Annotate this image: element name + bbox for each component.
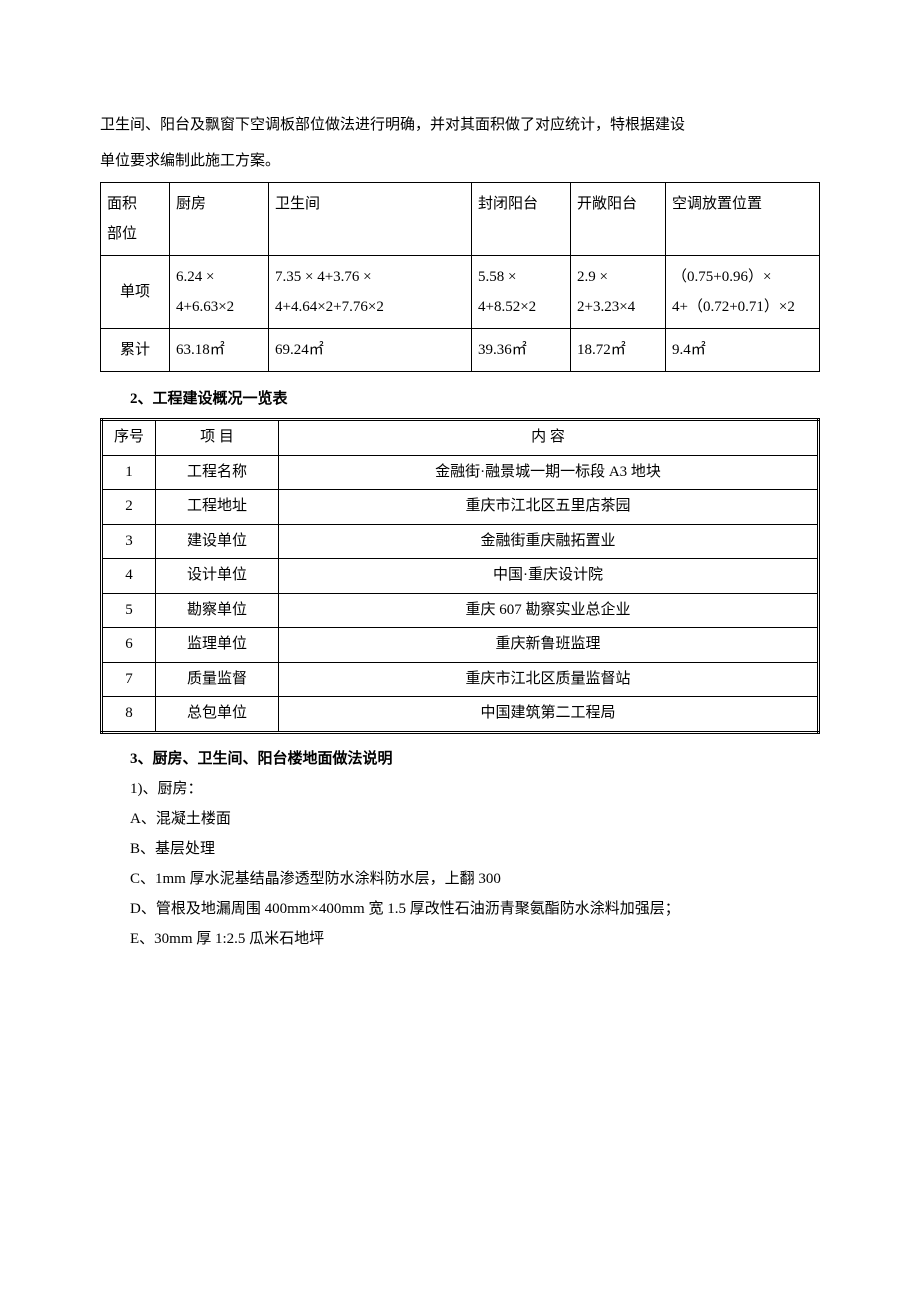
tbl2-proj: 工程地址 bbox=[156, 490, 279, 525]
tbl2-proj: 勘察单位 bbox=[156, 593, 279, 628]
header-col2: 卫生间 bbox=[269, 183, 472, 256]
table-row: 面积 部位 厨房 卫生间 封闭阳台 开敞阳台 空调放置位置 bbox=[101, 183, 820, 256]
section3-line: E、30mm 厚 1:2.5 瓜米石地坪 bbox=[130, 924, 820, 954]
tbl2-proj: 质量监督 bbox=[156, 662, 279, 697]
row2-label: 累计 bbox=[101, 329, 170, 372]
tbl2-h-seq: 序号 bbox=[102, 420, 156, 456]
tbl2-proj: 建设单位 bbox=[156, 524, 279, 559]
table-row: 6 监理单位 重庆新鲁班监理 bbox=[102, 628, 819, 663]
tbl2-h-content: 内 容 bbox=[279, 420, 819, 456]
tbl2-proj: 工程名称 bbox=[156, 455, 279, 490]
table-row: 3 建设单位 金融街重庆融拓置业 bbox=[102, 524, 819, 559]
header-col5: 空调放置位置 bbox=[666, 183, 820, 256]
row2-c3: 39.36㎡ bbox=[472, 329, 571, 372]
tbl2-content: 重庆市江北区质量监督站 bbox=[279, 662, 819, 697]
table-row: 4 设计单位 中国·重庆设计院 bbox=[102, 559, 819, 594]
header-rowlabel1: 面积 bbox=[107, 196, 137, 212]
section3-line: C、1mm 厚水泥基结晶渗透型防水涂料防水层，上翻 300 bbox=[130, 864, 820, 894]
row1-c2: 7.35 × 4+3.76 × 4+4.64×2+7.76×2 bbox=[269, 256, 472, 329]
table-row: 累计 63.18㎡ 69.24㎡ 39.36㎡ 18.72㎡ 9.4㎡ bbox=[101, 329, 820, 372]
tbl2-proj: 设计单位 bbox=[156, 559, 279, 594]
tbl2-seq: 3 bbox=[102, 524, 156, 559]
table-row: 单项 6.24 × 4+6.63×2 7.35 × 4+3.76 × 4+4.6… bbox=[101, 256, 820, 329]
section3-title: 3、厨房、卫生间、阳台楼地面做法说明 bbox=[130, 744, 820, 774]
tbl2-content: 金融街重庆融拓置业 bbox=[279, 524, 819, 559]
header-rowlabel2: 部位 bbox=[107, 226, 137, 242]
tbl2-proj: 总包单位 bbox=[156, 697, 279, 733]
tbl2-seq: 5 bbox=[102, 593, 156, 628]
table-row: 序号 项 目 内 容 bbox=[102, 420, 819, 456]
tbl2-proj: 监理单位 bbox=[156, 628, 279, 663]
tbl2-seq: 7 bbox=[102, 662, 156, 697]
tbl2-seq: 8 bbox=[102, 697, 156, 733]
tbl2-content: 重庆 607 勘察实业总企业 bbox=[279, 593, 819, 628]
section3-line: D、管根及地漏周围 400mm×400mm 宽 1.5 厚改性石油沥青聚氨酯防水… bbox=[130, 894, 820, 924]
row2-c4: 18.72㎡ bbox=[571, 329, 666, 372]
row1-c5: （0.75+0.96）× 4+（0.72+0.71）×2 bbox=[666, 256, 820, 329]
row1-c4: 2.9 × 2+3.23×4 bbox=[571, 256, 666, 329]
row2-c5: 9.4㎡ bbox=[666, 329, 820, 372]
section3-line: 1)、厨房： bbox=[130, 774, 820, 804]
section2-title: 2、工程建设概况一览表 bbox=[130, 384, 820, 414]
row1-label: 单项 bbox=[101, 256, 170, 329]
tbl2-content: 重庆新鲁班监理 bbox=[279, 628, 819, 663]
section3-line: A、混凝土楼面 bbox=[130, 804, 820, 834]
tbl2-h-proj: 项 目 bbox=[156, 420, 279, 456]
area-table: 面积 部位 厨房 卫生间 封闭阳台 开敞阳台 空调放置位置 单项 6.24 × … bbox=[100, 182, 820, 372]
tbl2-content: 中国·重庆设计院 bbox=[279, 559, 819, 594]
tbl2-content: 重庆市江北区五里店茶园 bbox=[279, 490, 819, 525]
tbl2-content: 金融街·融景城一期一标段 A3 地块 bbox=[279, 455, 819, 490]
intro-line-2: 单位要求编制此施工方案。 bbox=[100, 146, 820, 176]
tbl2-content: 中国建筑第二工程局 bbox=[279, 697, 819, 733]
row2-c2: 69.24㎡ bbox=[269, 329, 472, 372]
table-row: 8 总包单位 中国建筑第二工程局 bbox=[102, 697, 819, 733]
header-col3: 封闭阳台 bbox=[472, 183, 571, 256]
row1-c1: 6.24 × 4+6.63×2 bbox=[170, 256, 269, 329]
intro-line-1: 卫生间、阳台及飘窗下空调板部位做法进行明确，并对其面积做了对应统计，特根据建设 bbox=[100, 110, 820, 140]
tbl2-seq: 2 bbox=[102, 490, 156, 525]
header-col4: 开敞阳台 bbox=[571, 183, 666, 256]
overview-table: 序号 项 目 内 容 1 工程名称 金融街·融景城一期一标段 A3 地块 2 工… bbox=[100, 418, 820, 734]
row2-c1: 63.18㎡ bbox=[170, 329, 269, 372]
table-row: 2 工程地址 重庆市江北区五里店茶园 bbox=[102, 490, 819, 525]
row1-c3: 5.58 × 4+8.52×2 bbox=[472, 256, 571, 329]
tbl2-seq: 4 bbox=[102, 559, 156, 594]
tbl2-seq: 6 bbox=[102, 628, 156, 663]
table-row: 7 质量监督 重庆市江北区质量监督站 bbox=[102, 662, 819, 697]
header-col1: 厨房 bbox=[170, 183, 269, 256]
section3-line: B、基层处理 bbox=[130, 834, 820, 864]
tbl2-seq: 1 bbox=[102, 455, 156, 490]
table-row: 1 工程名称 金融街·融景城一期一标段 A3 地块 bbox=[102, 455, 819, 490]
table-row: 5 勘察单位 重庆 607 勘察实业总企业 bbox=[102, 593, 819, 628]
